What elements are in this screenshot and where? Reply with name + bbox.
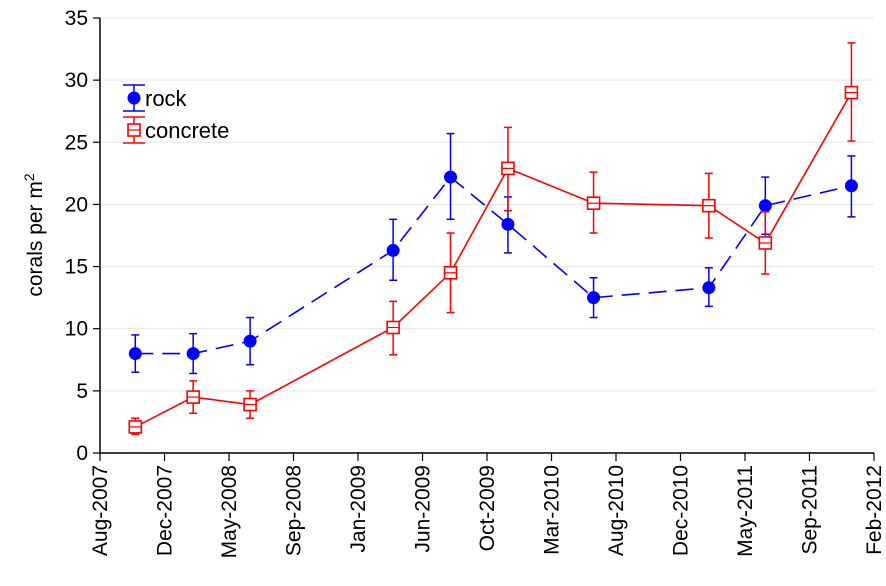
y-tick-labels: 0 5 10 15 20 25 30 35 [65,7,88,465]
x-tick-label: Jun-2009 [412,465,435,553]
rock-point [758,199,772,213]
legend-label: rock [145,86,188,111]
gridlines [93,17,874,454]
legend: rock concrete [123,84,229,144]
y-tick-label: 10 [65,318,88,341]
rock-point [587,291,601,305]
series-rock [128,132,858,375]
y-tick-label: 15 [65,256,88,279]
series-concrete [128,42,859,436]
legend-label: concrete [145,118,229,143]
x-tick-labels: Aug-2007 Dec-2007 May-2008 Sep-2008 Jan-2009… [89,465,886,558]
rock-point [128,347,142,361]
x-tick-label: Feb-2012 [863,465,886,555]
x-tick-label: May-2008 [218,465,241,558]
rock-point [444,170,458,184]
y-axis-title: corals per m2 [21,173,47,297]
y-axis-title-text: corals per m [24,181,47,297]
rock-point [501,217,515,231]
legend-item-concrete: concrete [123,116,229,144]
x-tick-label: Oct-2009 [476,465,499,551]
y-tick-label: 5 [76,380,88,403]
rock-line [135,175,852,355]
x-tick-label: Mar-2010 [541,465,564,555]
x-tick-label: May-2011 [734,465,757,557]
x-tick-label: Aug-2007 [89,465,112,556]
rock-point [243,334,257,348]
y-tick-label: 0 [76,442,88,465]
y-tick-label: 35 [65,7,88,30]
rock-point [702,281,716,295]
y-tick-label: 25 [65,131,88,154]
rock-point [386,243,400,257]
concrete-line [134,92,853,428]
rock-point [186,347,200,361]
legend-item-rock: rock [123,84,188,112]
rock-point [844,179,858,193]
series-layer [128,42,859,436]
x-tick-label: Sep-2011 [799,465,822,555]
axes [99,18,875,461]
x-tick-label: Dec-2010 [670,465,693,556]
legend-swatch-marker [127,91,141,105]
y-tick-label: 20 [65,193,88,216]
y-axis-title-superscript: 2 [21,173,37,181]
x-tick-label: Dec-2007 [154,465,177,556]
y-tick-label: 30 [65,69,88,92]
x-tick-label: Aug-2010 [605,465,628,556]
x-tick-label: Jan-2009 [347,465,370,553]
x-tick-label: Sep-2008 [283,465,306,556]
